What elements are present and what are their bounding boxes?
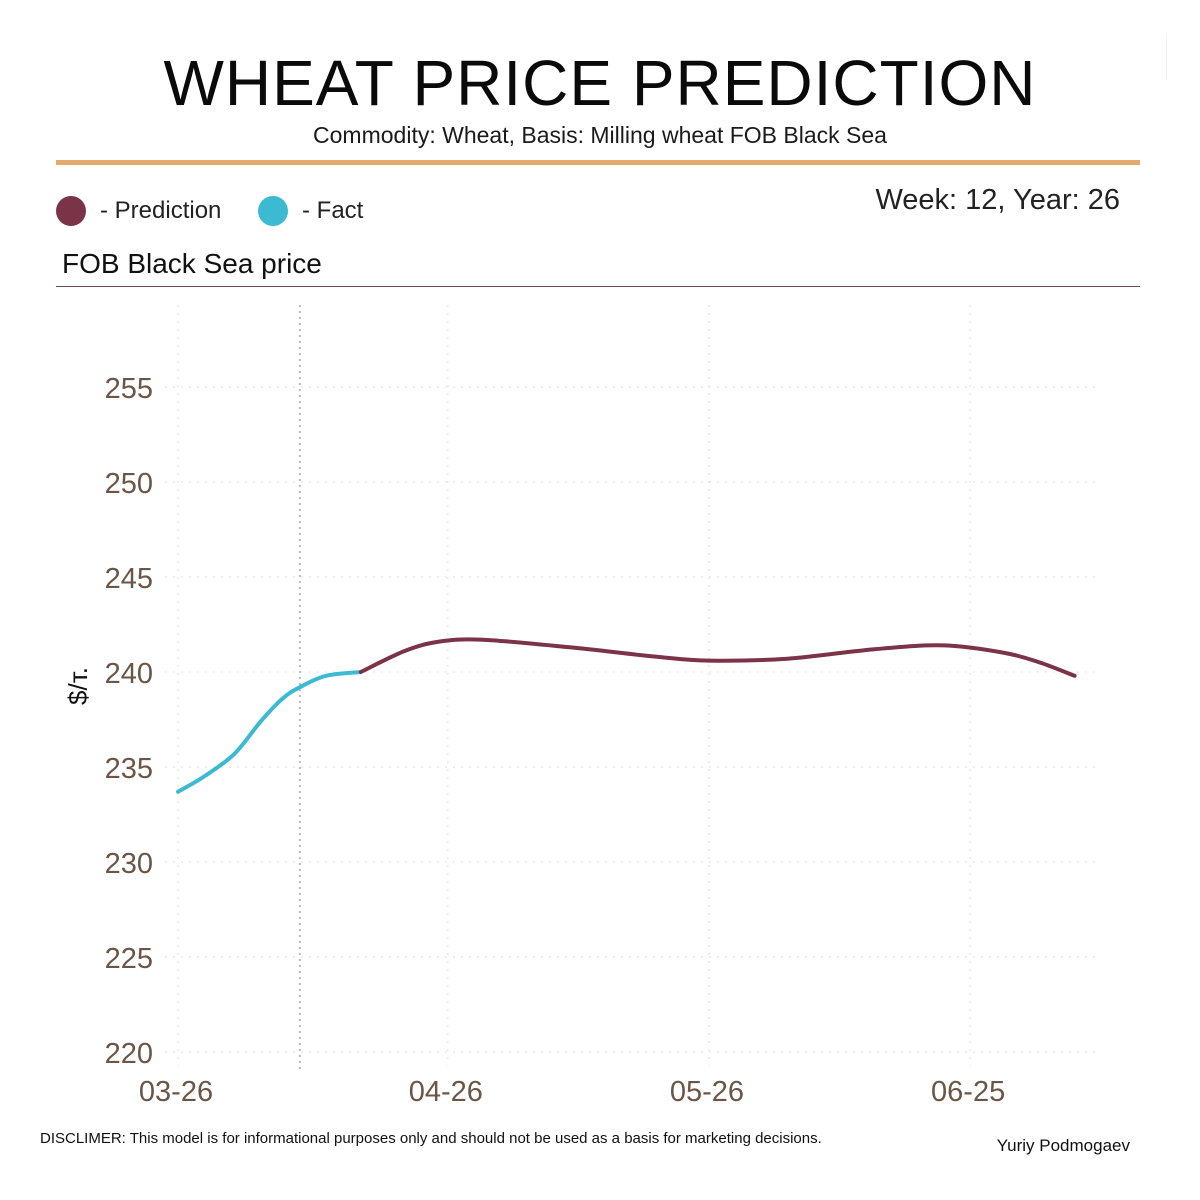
y-tick-label: 225: [105, 943, 153, 975]
legend-label-fact: - Fact: [302, 197, 364, 224]
disclaimer: DISCLIMER: This model is for information…: [40, 1130, 822, 1147]
legend-swatch-prediction: [56, 196, 86, 226]
panel-title: FOB Black Sea price: [62, 248, 322, 279]
y-tick-label: 255: [105, 373, 153, 405]
y-tick-label: 230: [105, 848, 153, 880]
week-label: Week: 12, Year: 26: [875, 184, 1120, 216]
chart-subtitle: Commodity: Wheat, Basis: Milling wheat F…: [313, 122, 887, 148]
series-line-fact: [176, 670, 363, 794]
legend-label-prediction: - Prediction: [100, 197, 222, 224]
x-tick-label: 05-26: [670, 1076, 744, 1108]
x-tick-label: 03-26: [139, 1076, 213, 1108]
x-tick-label: 04-26: [409, 1076, 483, 1108]
accent-divider: [56, 160, 1140, 165]
y-axis-label: $/т.: [63, 667, 93, 705]
y-tick-label: 250: [105, 468, 153, 500]
decorative-edge: [1166, 34, 1167, 80]
y-tick-label: 220: [105, 1038, 153, 1070]
series-line-prediction: [358, 637, 1077, 678]
legend-item-prediction: - Prediction: [56, 196, 221, 226]
legend-swatch-fact: [258, 196, 288, 226]
y-tick-label: 235: [105, 753, 153, 785]
grid-layer: [165, 305, 1096, 1066]
x-axis: 03-26 04-26 05-26 06-25: [139, 1076, 1005, 1108]
y-tick-label: 240: [105, 658, 153, 690]
legend-item-fact: - Fact: [258, 196, 363, 226]
y-tick-label: 245: [105, 563, 153, 595]
y-axis: 220 225 230 235 240 245 250 255: [105, 373, 153, 1070]
series-layer: [176, 637, 1077, 794]
chart-title: WHEAT PRICE PREDICTION: [163, 47, 1037, 119]
author-credit: Yuriy Podmogaev: [996, 1136, 1130, 1155]
x-tick-label: 06-25: [931, 1076, 1005, 1108]
panel-divider: [56, 286, 1140, 287]
